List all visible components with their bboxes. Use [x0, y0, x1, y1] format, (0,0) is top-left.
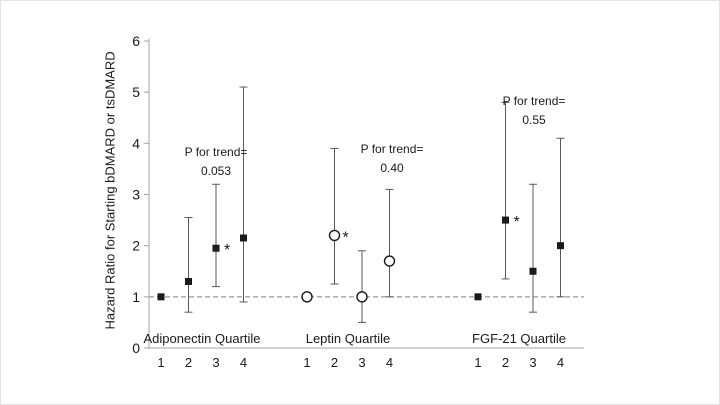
marker-open-circle: [383, 255, 396, 267]
p-for-trend-label: P for trend=: [360, 142, 424, 156]
p-for-trend-value: 0.40: [380, 161, 404, 175]
p-for-trend-label: P for trend=: [184, 145, 248, 159]
quartile-tick-label: 2: [502, 355, 509, 370]
group-label-leptin: Leptin Quartile: [305, 331, 391, 346]
quartile-tick-label: 4: [386, 355, 393, 370]
significance-asterisk: *: [514, 214, 520, 231]
p-for-trend-value: 0.053: [200, 164, 232, 178]
marker-filled-square: [474, 293, 482, 301]
y-tick-label: 6: [132, 33, 140, 49]
marker-open-circle: [356, 291, 368, 303]
quartile-tick-label: 3: [358, 355, 365, 370]
marker-filled-square: [557, 242, 564, 250]
quartile-tick-label: 1: [474, 355, 481, 370]
y-tick-label: 2: [132, 238, 140, 254]
significance-asterisk: *: [343, 229, 349, 246]
group-label-fgf21: FGF-21 Quartile: [472, 331, 566, 346]
marker-filled-square: [185, 277, 192, 285]
y-tick-label: 3: [132, 187, 140, 203]
quartile-tick-label: 1: [157, 355, 164, 370]
marker-open-circle: [328, 229, 341, 242]
marker-filled-square: [212, 244, 220, 252]
y-axis-title: Hazard Ratio for Starting bDMARD or tsDM…: [102, 51, 118, 330]
significance-asterisk: *: [224, 242, 230, 259]
y-tick-label: 5: [132, 84, 140, 100]
quartile-tick-label: 3: [529, 355, 536, 370]
quartile-tick-label: 2: [331, 355, 338, 370]
marker-filled-square: [529, 267, 537, 275]
marker-open-circle: [301, 291, 313, 303]
marker-filled-square: [157, 293, 165, 301]
group-label-adiponectin: Adiponectin Quartile: [143, 331, 261, 346]
quartile-tick-label: 2: [185, 355, 192, 370]
quartile-tick-label: 3: [212, 355, 219, 370]
quartile-tick-label: 4: [240, 355, 247, 370]
quartile-tick-label: 4: [557, 355, 564, 370]
marker-filled-square: [502, 216, 509, 224]
p-for-trend-label: P for trend=: [502, 94, 566, 108]
y-tick-label: 0: [132, 340, 140, 356]
y-tick-label: 4: [132, 135, 140, 151]
p-for-trend-annotation: P for trend= 0.40: [327, 140, 457, 178]
marker-filled-square: [240, 234, 247, 242]
p-for-trend-annotation: P for trend= 0.053: [151, 143, 281, 181]
y-tick-label: 1: [132, 289, 140, 305]
quartile-tick-label: 1: [303, 355, 310, 370]
p-for-trend-value: 0.55: [522, 113, 546, 127]
p-for-trend-annotation: P for trend= 0.55: [469, 92, 599, 130]
